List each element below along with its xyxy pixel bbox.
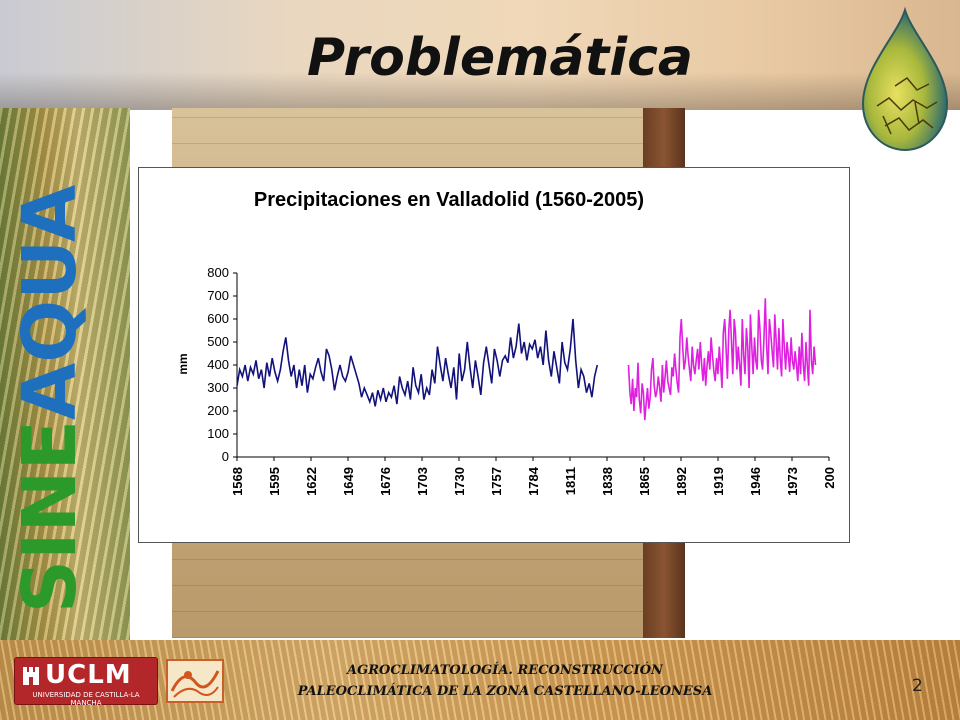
y-tick-label: 800 <box>207 265 229 280</box>
x-tick-label: 1649 <box>341 467 356 496</box>
footer-line-2: PALEOCLIMÁTICA DE LA ZONA CASTELLANO-LEO… <box>297 684 713 699</box>
footer-line-1: AGROCLIMATOLOGÍA. RECONSTRUCCIÓN <box>347 663 663 678</box>
institution-logo-icon <box>166 659 224 703</box>
uclm-name: UCLM <box>45 660 132 690</box>
y-tick-label: 300 <box>207 380 229 395</box>
water-drop-cracked-earth-icon <box>861 6 949 152</box>
x-tick-label: 1973 <box>785 467 800 496</box>
x-tick-label: 1838 <box>600 467 615 496</box>
x-tick-label: 1568 <box>230 467 245 496</box>
x-axis: 1568 1595 1622 1649 1676 1703 1730 1757 1784 1811… <box>230 456 837 496</box>
vertical-word-part-aqua: AQUA <box>7 184 93 420</box>
slide-title: Problemática <box>306 28 694 88</box>
x-tick-label: 1919 <box>711 467 726 496</box>
wheat-image <box>0 108 130 640</box>
uclm-tower-icon <box>23 667 39 685</box>
y-axis: 0 100 200 300 400 500 600 700 800 <box>207 265 238 464</box>
y-tick-label: 700 <box>207 288 229 303</box>
x-tick-label: 1892 <box>674 467 689 496</box>
x-tick-label: 200 <box>822 467 837 489</box>
x-tick-label: 1946 <box>748 467 763 496</box>
y-tick-label: 500 <box>207 334 229 349</box>
x-tick-label: 1757 <box>489 467 504 496</box>
series-reconstructed-line <box>236 318 599 407</box>
chart-svg: Precipitaciones en Valladolid (1560-2005… <box>176 189 837 496</box>
series-observed-line <box>627 298 817 421</box>
x-tick-label: 1676 <box>378 467 393 496</box>
x-tick-label: 1703 <box>415 467 430 496</box>
chart-title: Precipitaciones en Valladolid (1560-2005… <box>254 189 644 211</box>
x-tick-label: 1811 <box>563 467 578 495</box>
x-tick-label: 1622 <box>304 467 319 496</box>
page-number: 2 <box>912 676 923 696</box>
y-tick-label: 100 <box>207 426 229 441</box>
vertical-word-part-sine: SINE <box>7 419 93 614</box>
uclm-logo: UCLM UNIVERSIDAD DE CASTILLA-LA MANCHA <box>14 657 158 707</box>
x-tick-label: 1865 <box>637 467 652 496</box>
x-tick-label: 1784 <box>526 466 541 496</box>
x-tick-label: 1595 <box>267 467 282 496</box>
header-background <box>0 0 960 110</box>
footer-background <box>0 640 960 720</box>
y-tick-label: 400 <box>207 357 229 372</box>
sineaqua-vertical-word: SINEAQUA <box>7 149 93 649</box>
uclm-subtitle: UNIVERSIDAD DE CASTILLA-LA MANCHA <box>32 691 140 707</box>
precipitation-chart: Precipitaciones en Valladolid (1560-2005… <box>138 167 850 543</box>
x-tick-label: 1730 <box>452 467 467 496</box>
footer-project-title: AGROCLIMATOLOGÍA. RECONSTRUCCIÓN PALEOCL… <box>250 660 760 702</box>
y-tick-label: 0 <box>222 449 229 464</box>
y-tick-label: 200 <box>207 403 229 418</box>
y-axis-label: mm <box>176 353 190 374</box>
y-tick-label: 600 <box>207 311 229 326</box>
